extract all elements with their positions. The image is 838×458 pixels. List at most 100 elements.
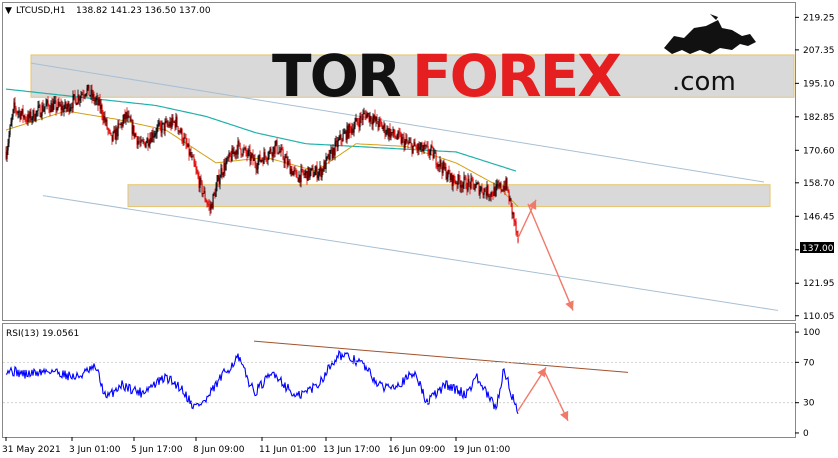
candle-body bbox=[307, 167, 309, 181]
candle-body bbox=[146, 137, 148, 143]
candle-body bbox=[418, 144, 420, 150]
candle-body bbox=[206, 202, 208, 204]
candle-body bbox=[308, 167, 310, 178]
candle-body bbox=[435, 152, 437, 166]
candle-body bbox=[191, 156, 193, 157]
candle-body bbox=[310, 168, 312, 172]
candle-body bbox=[343, 132, 345, 134]
candle-body bbox=[402, 137, 404, 139]
candle-body bbox=[248, 150, 250, 151]
candle-body bbox=[290, 168, 292, 175]
candle-body bbox=[163, 122, 165, 131]
candle-body bbox=[55, 100, 57, 111]
candle-body bbox=[321, 168, 323, 178]
candle-body bbox=[131, 120, 133, 135]
candle-body bbox=[282, 149, 284, 159]
candle-body bbox=[267, 157, 269, 161]
candle-body bbox=[9, 125, 11, 135]
candle-body bbox=[190, 151, 192, 157]
candle-body bbox=[139, 142, 141, 144]
candle-body bbox=[260, 159, 262, 162]
candle-body bbox=[95, 99, 97, 101]
candle-body bbox=[510, 198, 512, 204]
candle-body bbox=[506, 178, 508, 190]
candle-body bbox=[193, 157, 195, 164]
time-tick-label: 31 May 2021 bbox=[2, 445, 61, 455]
candle-body bbox=[325, 157, 327, 169]
candle-body bbox=[253, 158, 255, 161]
candle-body bbox=[488, 196, 490, 197]
candle-body bbox=[285, 156, 287, 159]
candle-body bbox=[410, 142, 412, 144]
candle-body bbox=[484, 188, 486, 192]
candle-body bbox=[266, 159, 268, 161]
candle-body bbox=[211, 203, 213, 209]
candle-body bbox=[64, 101, 66, 108]
candle-body bbox=[372, 118, 374, 125]
candle-body bbox=[167, 124, 169, 126]
candle-body bbox=[352, 128, 354, 133]
candle-body bbox=[218, 175, 220, 185]
candle-body bbox=[94, 100, 96, 102]
candle-body bbox=[219, 177, 221, 185]
candle-body bbox=[419, 147, 421, 150]
candle-body bbox=[430, 145, 432, 151]
candle-body bbox=[99, 99, 101, 110]
candle-body bbox=[201, 181, 203, 195]
candle-body bbox=[122, 119, 124, 127]
candle-body bbox=[45, 103, 47, 107]
candle-body bbox=[383, 124, 385, 128]
candle-body bbox=[262, 159, 264, 164]
candle-body bbox=[261, 159, 263, 161]
candle-body bbox=[362, 113, 364, 121]
candle-body bbox=[25, 119, 27, 121]
candle-body bbox=[23, 115, 25, 118]
candle-body bbox=[216, 180, 218, 187]
candle-body bbox=[66, 106, 68, 109]
candle-body bbox=[476, 183, 478, 185]
candle-body bbox=[59, 104, 61, 106]
candle-body bbox=[33, 110, 35, 121]
candle-body bbox=[312, 167, 314, 177]
candle-body bbox=[425, 145, 427, 147]
candle-body bbox=[105, 119, 107, 123]
channel-layer bbox=[30, 62, 779, 311]
candle-body bbox=[482, 192, 484, 195]
collapse-arrow-icon[interactable]: ▼ bbox=[5, 6, 12, 16]
candle-body bbox=[224, 163, 226, 170]
rsi-layer bbox=[5, 340, 629, 415]
candle-body bbox=[157, 124, 159, 128]
candle-body bbox=[111, 135, 113, 141]
candle-body bbox=[7, 143, 9, 151]
candle-body bbox=[128, 115, 130, 117]
candle-body bbox=[306, 171, 308, 181]
candle-body bbox=[277, 152, 279, 154]
candle-body bbox=[210, 203, 212, 210]
candle-body bbox=[483, 188, 485, 195]
candle-body bbox=[398, 131, 400, 134]
zone-resistance bbox=[30, 54, 795, 98]
candle-body bbox=[382, 127, 384, 129]
candle-body bbox=[212, 194, 214, 209]
candle-body bbox=[60, 104, 62, 111]
candle-body bbox=[404, 141, 406, 148]
candle-body bbox=[489, 196, 491, 197]
candle-body bbox=[477, 183, 479, 185]
candle-body bbox=[47, 100, 49, 105]
candle-body bbox=[186, 143, 188, 147]
candle-body bbox=[341, 140, 343, 142]
candle-body bbox=[347, 125, 349, 138]
candle-body bbox=[231, 148, 233, 161]
candle-body bbox=[438, 164, 440, 167]
candle-body bbox=[369, 116, 371, 122]
candle-body bbox=[38, 105, 40, 107]
candle-body bbox=[109, 130, 111, 133]
candle-body bbox=[240, 148, 242, 155]
candle-body bbox=[377, 123, 379, 128]
candle-body bbox=[54, 100, 56, 102]
candle-body bbox=[504, 186, 506, 190]
candle-body bbox=[367, 113, 369, 115]
candle-body bbox=[112, 132, 114, 141]
candle-body bbox=[75, 98, 77, 105]
candle-body bbox=[90, 89, 92, 96]
